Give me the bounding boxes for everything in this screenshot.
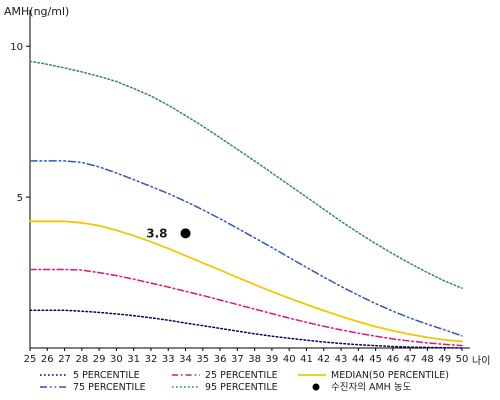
x-tick-label: 30 <box>110 354 123 365</box>
series-line-median-50-percentile <box>29 220 463 343</box>
x-tick-label: 40 <box>283 354 296 365</box>
x-tick-label: 35 <box>196 354 209 365</box>
legend-label-median-50-percentile: MEDIAN(50 PERCENTILE) <box>331 370 449 381</box>
x-tick-label: 38 <box>248 354 261 365</box>
x-tick-label: 33 <box>162 354 175 365</box>
x-tick-label: 27 <box>58 354 71 365</box>
x-tick-label: 39 <box>266 354 279 365</box>
chart-axes: AMH(ng/ml) 5 10 25 26 27 28 29 30 31 32 33 34 35 36 37 3… <box>4 5 490 367</box>
x-tick-label: 47 <box>404 354 417 365</box>
legend-marker-symbol <box>312 383 320 391</box>
x-tick-label: 46 <box>387 354 400 365</box>
legend-label-5-percentile: 5 PERCENTILE <box>73 370 140 381</box>
marker-layer: 3.8 <box>146 226 191 240</box>
x-tick-label: 26 <box>41 354 54 365</box>
x-tick-label: 48 <box>421 354 434 365</box>
patient-amh-value-label: 3.8 <box>146 226 167 240</box>
series-line-25-percentile <box>29 268 463 347</box>
x-tick-label: 37 <box>231 354 244 365</box>
x-tick-label: 49 <box>438 354 451 365</box>
patient-amh-marker <box>180 228 191 239</box>
y-tick-label: 10 <box>10 42 23 53</box>
legend-label-marker: 수진자의 AMH 농도 <box>331 382 412 393</box>
series-line-95-percentile <box>29 60 463 289</box>
x-tick-label: 41 <box>300 354 313 365</box>
legend: 5 PERCENTILE 25 PERCENTILE MEDIAN(50 PERCE… <box>40 370 449 393</box>
x-tick-label: 29 <box>93 354 106 365</box>
series-line-75-percentile <box>29 160 463 337</box>
x-tick-label: 50 <box>456 354 469 365</box>
x-tick-label: 28 <box>75 354 88 365</box>
x-tick-label: 34 <box>179 354 192 365</box>
x-tick-label: 44 <box>352 354 365 365</box>
legend-label-95-percentile: 95 PERCENTILE <box>205 382 278 393</box>
legend-label-75-percentile: 75 PERCENTILE <box>73 382 146 393</box>
x-tick-label: 42 <box>317 354 330 365</box>
x-tick-label: 31 <box>127 354 140 365</box>
x-tick-label: 32 <box>145 354 158 365</box>
x-tick-label: 45 <box>369 354 382 365</box>
series-line-5-percentile <box>29 309 463 349</box>
y-axis-label: AMH(ng/ml) <box>4 5 69 18</box>
legend-label-25-percentile: 25 PERCENTILE <box>205 370 278 381</box>
series-layer <box>29 60 463 349</box>
x-tick-label: 36 <box>214 354 227 365</box>
y-tick-label: 5 <box>17 193 23 204</box>
x-tick-label: 43 <box>335 354 348 365</box>
x-tick-label: 25 <box>24 354 37 365</box>
x-axis-label: 나이 <box>472 355 490 367</box>
